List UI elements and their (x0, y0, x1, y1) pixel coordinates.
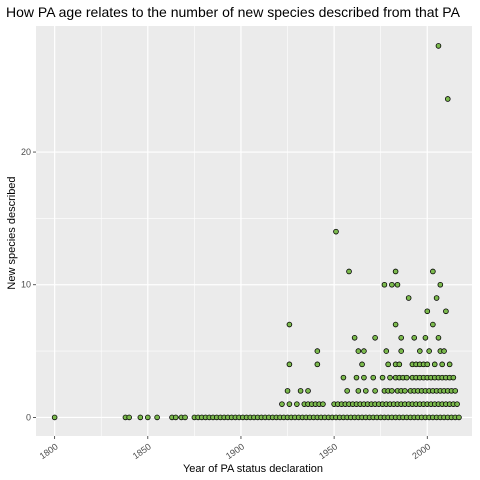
data-point (383, 348, 390, 354)
data-point (314, 361, 321, 368)
data-point (441, 348, 447, 354)
data-point (297, 388, 304, 394)
data-point (456, 414, 462, 421)
data-point (294, 401, 300, 407)
data-point (452, 388, 459, 394)
data-point (355, 388, 362, 394)
data-point (398, 335, 404, 341)
y-tick-label: 10 (21, 280, 31, 290)
data-point (454, 401, 460, 407)
data-point (385, 361, 391, 368)
data-point (389, 281, 395, 288)
data-point (430, 268, 436, 275)
data-point (424, 361, 431, 368)
data-point (279, 401, 285, 407)
data-point (426, 348, 432, 354)
data-point (361, 348, 367, 354)
data-point (411, 335, 418, 341)
data-point (392, 321, 399, 328)
data-point (370, 374, 377, 381)
x-axis: 1800 1850 1900 1950 2000 (38, 436, 432, 461)
data-point (51, 414, 58, 421)
data-point (372, 335, 378, 341)
x-axis-title: Year of PA status declaration (183, 463, 323, 475)
data-point (424, 308, 431, 315)
data-point (286, 321, 293, 328)
data-point (126, 414, 132, 421)
data-point (361, 374, 367, 381)
data-point (394, 281, 401, 288)
data-point (286, 401, 293, 407)
data-point (422, 335, 429, 341)
data-points (51, 43, 462, 421)
plot-panel (36, 26, 472, 436)
data-point (439, 361, 445, 368)
data-point (355, 348, 362, 354)
data-point (314, 348, 321, 354)
x-tick-label: 1900 (224, 441, 246, 461)
y-axis: 0 10 20 (21, 147, 36, 422)
data-point (402, 388, 408, 394)
data-point (284, 388, 291, 394)
data-point (389, 388, 395, 394)
data-point (372, 388, 378, 394)
y-axis-title: New species described (6, 176, 18, 289)
x-tick-label: 1800 (38, 441, 60, 461)
data-point (444, 96, 451, 102)
data-point (430, 321, 436, 328)
data-point (172, 414, 179, 421)
data-point (182, 414, 188, 421)
data-point (433, 295, 440, 301)
data-point (379, 374, 386, 381)
data-point (437, 281, 444, 288)
y-tick-label: 20 (21, 147, 31, 157)
data-point (320, 401, 326, 407)
x-tick-label: 1850 (131, 441, 153, 461)
data-point (403, 374, 410, 381)
data-point (387, 374, 393, 381)
data-point (137, 414, 144, 421)
data-point (398, 348, 404, 354)
data-point (443, 308, 449, 315)
data-point (450, 374, 457, 381)
x-tick-label: 1950 (317, 441, 339, 461)
data-point (305, 388, 311, 394)
data-point (340, 374, 347, 381)
data-point (431, 361, 438, 368)
data-point (154, 414, 160, 421)
data-point (435, 335, 442, 341)
data-point (405, 295, 412, 301)
data-point (362, 388, 369, 394)
data-point (333, 228, 339, 235)
data-point (346, 268, 352, 275)
data-point (351, 335, 358, 341)
data-point (446, 361, 453, 368)
data-point (392, 268, 399, 275)
data-point (344, 388, 350, 394)
data-point (353, 374, 360, 381)
data-point (359, 361, 365, 368)
x-tick-label: 2000 (410, 441, 432, 461)
data-point (396, 361, 403, 368)
data-point (417, 348, 423, 354)
y-tick-label: 0 (26, 412, 31, 422)
data-point (144, 414, 151, 421)
data-point (286, 361, 293, 368)
minor-gridlines (36, 26, 472, 436)
data-point (381, 281, 388, 288)
data-point (435, 43, 442, 49)
chart-title: How PA age relates to the number of new … (6, 4, 461, 20)
